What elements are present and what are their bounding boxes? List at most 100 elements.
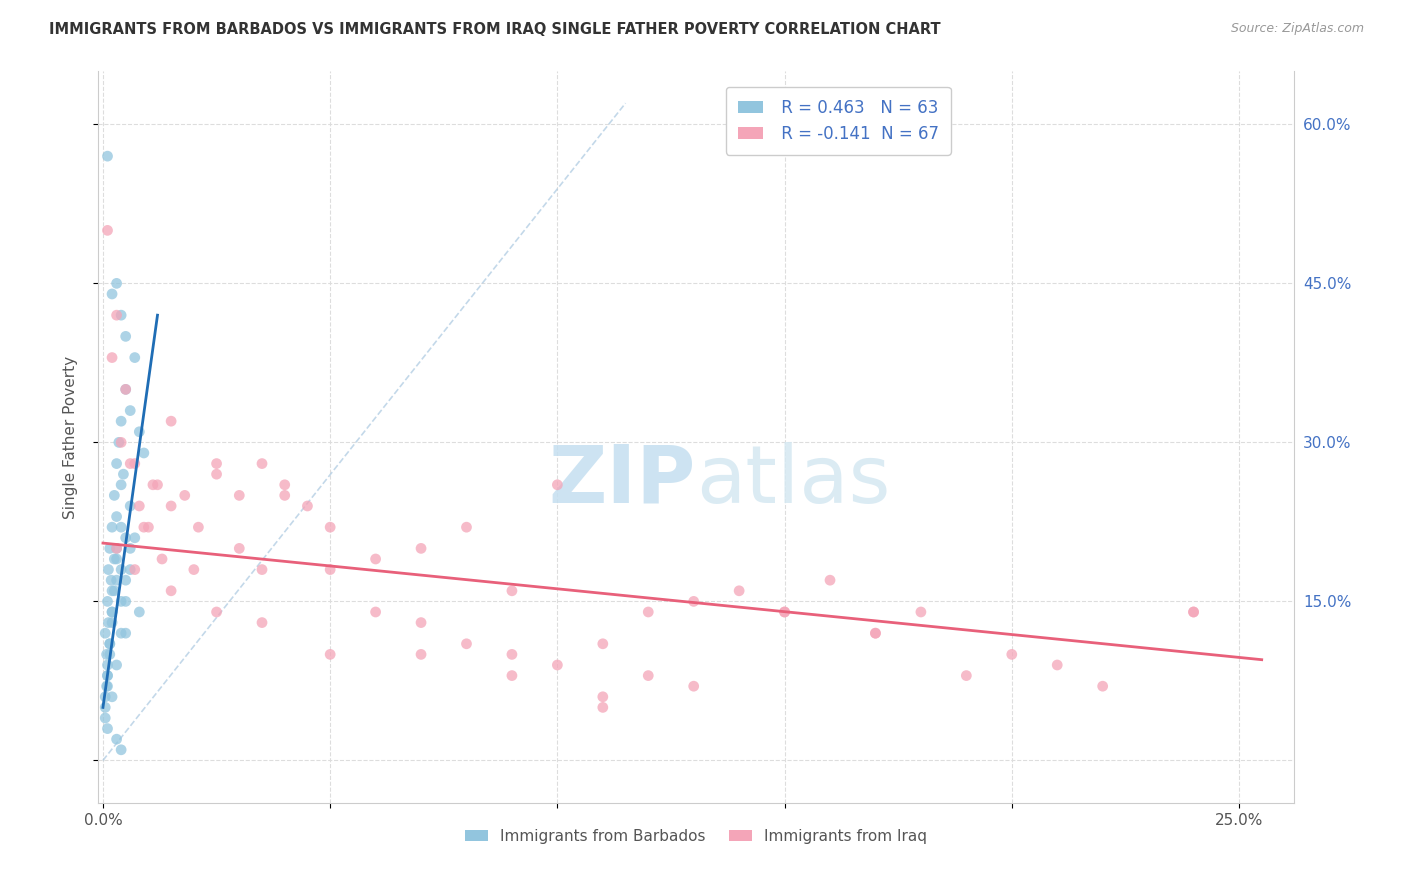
Point xyxy=(108,435,131,450)
Point xyxy=(364,605,387,619)
Point xyxy=(142,477,165,491)
Point xyxy=(187,520,209,534)
Point xyxy=(818,573,841,587)
Point xyxy=(120,563,142,577)
Point xyxy=(865,626,887,640)
Point xyxy=(682,594,704,608)
Point xyxy=(94,711,117,725)
Point xyxy=(546,477,568,491)
Point xyxy=(105,541,128,556)
Point xyxy=(110,520,132,534)
Point xyxy=(101,690,124,704)
Point xyxy=(409,648,432,662)
Point xyxy=(101,605,124,619)
Point xyxy=(96,668,118,682)
Point xyxy=(364,552,387,566)
Point xyxy=(773,605,796,619)
Text: atlas: atlas xyxy=(696,442,890,520)
Point xyxy=(96,594,118,608)
Point xyxy=(138,520,160,534)
Point xyxy=(1182,605,1205,619)
Point xyxy=(110,308,132,322)
Point xyxy=(105,509,128,524)
Point xyxy=(120,457,142,471)
Point xyxy=(114,594,136,608)
Point xyxy=(97,563,120,577)
Point xyxy=(228,541,250,556)
Point xyxy=(592,637,614,651)
Point xyxy=(114,531,136,545)
Point xyxy=(250,457,273,471)
Point xyxy=(274,488,297,502)
Point xyxy=(160,583,183,598)
Point xyxy=(120,403,142,417)
Text: IMMIGRANTS FROM BARBADOS VS IMMIGRANTS FROM IRAQ SINGLE FATHER POVERTY CORRELATI: IMMIGRANTS FROM BARBADOS VS IMMIGRANTS F… xyxy=(49,22,941,37)
Point xyxy=(728,583,751,598)
Point xyxy=(124,457,146,471)
Point xyxy=(96,658,118,673)
Point xyxy=(110,414,132,428)
Point xyxy=(114,383,136,397)
Point xyxy=(173,488,195,502)
Point xyxy=(100,573,122,587)
Point xyxy=(110,626,132,640)
Point xyxy=(501,583,523,598)
Point xyxy=(150,552,173,566)
Y-axis label: Single Father Poverty: Single Father Poverty xyxy=(63,356,77,518)
Point xyxy=(105,308,128,322)
Point xyxy=(501,668,523,682)
Point xyxy=(110,477,132,491)
Point xyxy=(110,435,132,450)
Point xyxy=(105,552,128,566)
Point xyxy=(456,637,478,651)
Point xyxy=(297,499,319,513)
Point xyxy=(637,605,659,619)
Point xyxy=(96,668,118,682)
Point xyxy=(112,467,135,482)
Point xyxy=(319,563,342,577)
Point xyxy=(96,722,118,736)
Point xyxy=(96,648,118,662)
Point xyxy=(98,637,121,651)
Point xyxy=(228,488,250,502)
Point xyxy=(96,679,118,693)
Point xyxy=(114,383,136,397)
Point xyxy=(456,520,478,534)
Point xyxy=(96,223,118,237)
Point xyxy=(94,690,117,704)
Point xyxy=(101,605,124,619)
Point xyxy=(250,615,273,630)
Point xyxy=(1046,658,1069,673)
Point xyxy=(114,329,136,343)
Point xyxy=(205,457,228,471)
Text: Source: ZipAtlas.com: Source: ZipAtlas.com xyxy=(1230,22,1364,36)
Point xyxy=(105,541,128,556)
Point xyxy=(101,287,124,301)
Point xyxy=(274,477,297,491)
Point xyxy=(160,414,183,428)
Point xyxy=(592,690,614,704)
Point xyxy=(128,425,150,439)
Point xyxy=(110,563,132,577)
Point xyxy=(124,351,146,365)
Point xyxy=(105,457,128,471)
Point xyxy=(120,541,142,556)
Point xyxy=(101,583,124,598)
Point xyxy=(146,477,169,491)
Point xyxy=(682,679,704,693)
Point xyxy=(96,149,118,163)
Point xyxy=(319,520,342,534)
Point xyxy=(124,531,146,545)
Point xyxy=(110,594,132,608)
Point xyxy=(501,648,523,662)
Legend: Immigrants from Barbados, Immigrants from Iraq: Immigrants from Barbados, Immigrants fro… xyxy=(458,822,934,850)
Point xyxy=(98,637,121,651)
Point xyxy=(409,615,432,630)
Point xyxy=(1182,605,1205,619)
Point xyxy=(98,541,121,556)
Point xyxy=(319,648,342,662)
Point xyxy=(114,626,136,640)
Text: ZIP: ZIP xyxy=(548,442,696,520)
Point xyxy=(773,605,796,619)
Point xyxy=(1091,679,1114,693)
